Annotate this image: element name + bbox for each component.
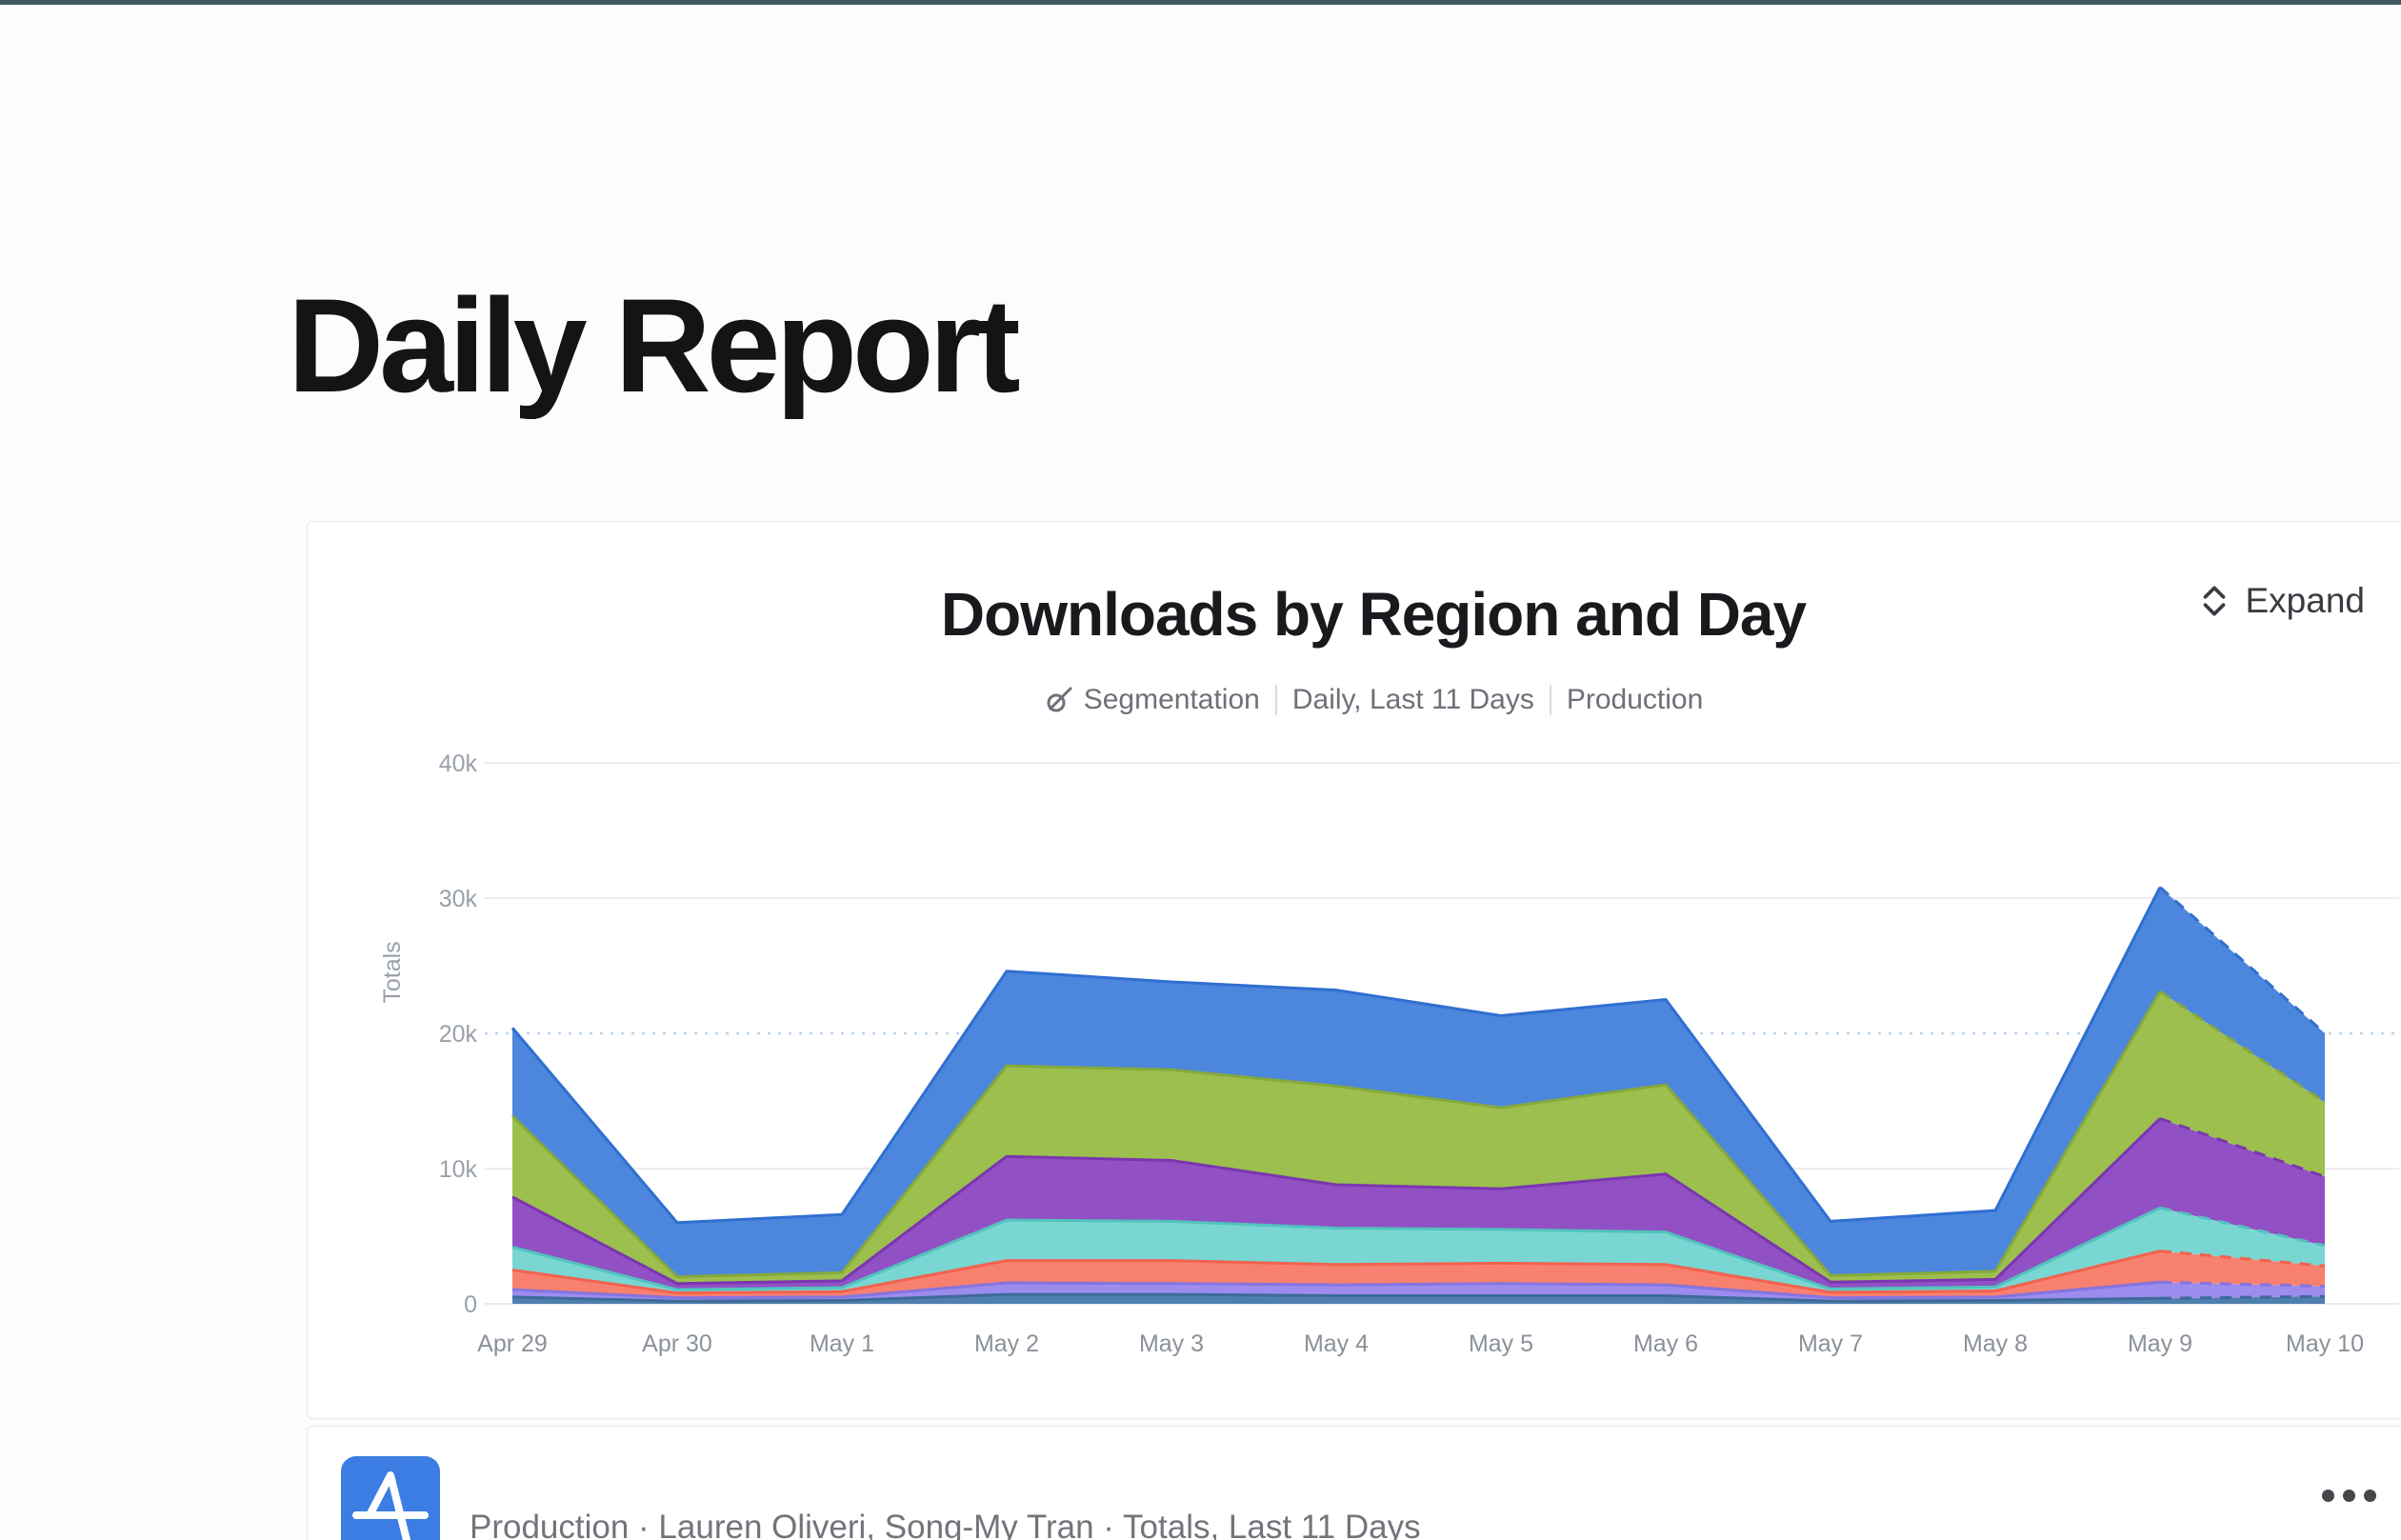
edge-green <box>510 990 2162 1279</box>
y-tick-label: 30k <box>439 886 478 912</box>
amplitude-logo-glyph <box>352 1471 429 1540</box>
edge-incomplete-green <box>2159 990 2326 1104</box>
chart-block-footer: Production · Lauren Oliveri, Song-My Tra… <box>307 1426 2401 1540</box>
area-green <box>512 991 2325 1284</box>
area-purple <box>512 1118 2325 1290</box>
edge-incomplete-steel-blue <box>2159 1294 2326 1300</box>
edge-incomplete-periwinkle <box>2159 1280 2326 1288</box>
edge-salmon <box>511 1250 2161 1295</box>
x-tick-label: May 8 <box>1963 1330 2028 1357</box>
y-tick-label: 20k <box>439 1021 478 1048</box>
x-tick-label: May 2 <box>974 1330 1039 1357</box>
amplitude-logo-icon <box>341 1456 440 1540</box>
area-steel-blue <box>512 1294 2325 1304</box>
x-tick-label: May 5 <box>1469 1330 1533 1357</box>
x-tick-label: Apr 30 <box>642 1330 712 1357</box>
x-tick-label: Apr 29 <box>477 1330 548 1357</box>
report-title: Daily Report <box>288 270 1021 420</box>
edge-blue <box>510 886 2162 1225</box>
project-label: Production <box>1566 684 1704 715</box>
ellipsis-icon <box>2364 1490 2376 1502</box>
ellipsis-icon <box>2343 1490 2355 1502</box>
y-tick-label: 40k <box>439 750 478 777</box>
chart-type: Segmentation <box>1044 684 1260 716</box>
unfold-chevrons-icon <box>2203 586 2225 616</box>
area-blue <box>512 887 2325 1277</box>
y-axis-title: Totals <box>379 941 406 1003</box>
edge-incomplete-teal <box>2159 1206 2326 1248</box>
edge-incomplete-salmon <box>2159 1250 2326 1268</box>
edge-periwinkle <box>511 1280 2161 1300</box>
chart-card: Downloads by Region and Day Segmentation… <box>307 521 2401 1419</box>
y-tick-label: 0 <box>464 1291 477 1318</box>
area-teal <box>512 1208 2325 1293</box>
x-tick-label: May 4 <box>1304 1330 1369 1357</box>
edge-incomplete-purple <box>2159 1117 2326 1178</box>
area-periwinkle <box>512 1282 2325 1302</box>
y-tick-label: 10k <box>439 1156 478 1183</box>
more-options-button[interactable] <box>2318 1486 2380 1506</box>
area-salmon <box>512 1250 2325 1298</box>
subtitle-divider <box>1549 685 1551 715</box>
top-accent-bar <box>0 0 2401 5</box>
chart-subtitle: Segmentation Daily, Last 11 Days Product… <box>308 684 2401 716</box>
edge-incomplete-blue <box>2159 886 2326 1035</box>
ellipsis-icon <box>2322 1490 2334 1502</box>
date-range-label: Daily, Last 11 Days <box>1291 684 1534 715</box>
x-tick-label: May 6 <box>1633 1330 1698 1357</box>
segmentation-icon <box>1047 687 1072 712</box>
chart-source-description: Production · Lauren Oliveri, Song-My Tra… <box>470 1509 1421 1540</box>
x-tick-label: May 1 <box>810 1330 874 1357</box>
subtitle-divider <box>1274 685 1277 715</box>
edge-steel-blue <box>511 1292 2161 1303</box>
edge-purple <box>511 1117 2162 1286</box>
edge-teal <box>511 1206 2161 1291</box>
expand-button[interactable]: Expand <box>2197 581 2366 621</box>
downloads-chart-svg: 0 10k 20k 30k 40k Totals Apr 29 Apr 30 May 1 May … <box>379 750 2399 1357</box>
x-tick-label: May 9 <box>2128 1330 2192 1357</box>
chart-type-label: Segmentation <box>1083 684 1260 715</box>
x-tick-label: May 10 <box>2286 1330 2364 1357</box>
x-tick-label: May 7 <box>1798 1330 1863 1357</box>
chart-title: Downloads by Region and Day <box>940 580 1807 649</box>
expand-label: Expand <box>2245 581 2366 620</box>
x-tick-label: May 3 <box>1139 1330 1204 1357</box>
